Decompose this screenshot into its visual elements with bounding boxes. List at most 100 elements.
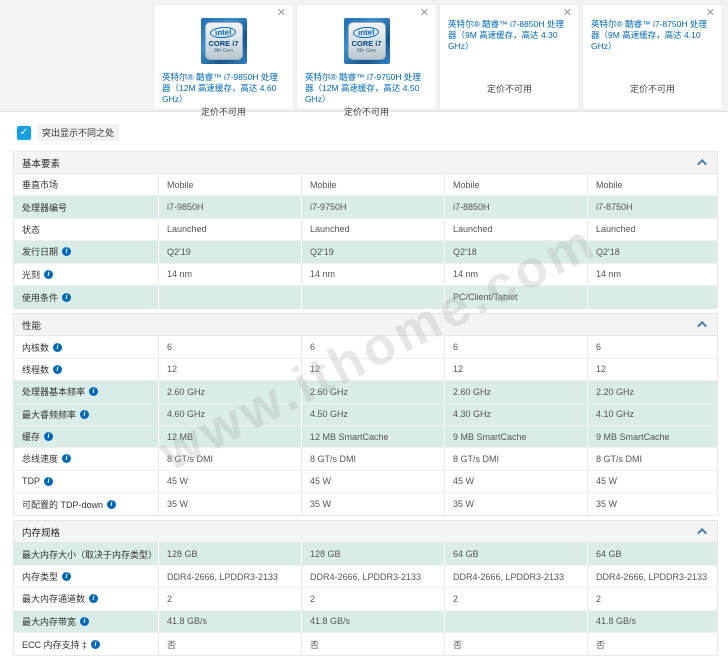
info-icon[interactable]: i (89, 387, 99, 397)
spec-label-cell: 垂直市场 (14, 174, 158, 195)
spec-row: 垂直市场 Mobile Mobile Mobile Mobile (14, 174, 717, 197)
intel-logo: intel (352, 26, 380, 39)
info-icon[interactable]: i (62, 292, 72, 302)
spec-value-cell: 9 MB SmartCache (587, 425, 719, 448)
price-status-text: 定价不可用 (486, 84, 532, 94)
spec-value-cell: 否 (301, 633, 444, 656)
spec-value-cell: i7-8850H (444, 196, 587, 218)
spec-value-cell: Launched (301, 218, 444, 241)
spec-label: TDP (22, 476, 40, 487)
spec-value-cell: 35 W (301, 493, 444, 516)
spec-value-cell: 2.60 GHz (444, 381, 587, 403)
spec-value-cell: 8 GT/s DMI (444, 448, 587, 470)
spec-value-cell: 45 W (158, 470, 301, 493)
spec-row: 可配置的 TDP-down i 35 W 35 W 35 W 35 W (14, 493, 719, 516)
info-icon[interactable]: i (62, 572, 72, 582)
spec-row: 发行日期 i Q2'19 Q2'19 Q2'18 Q2'18 (14, 241, 719, 264)
spec-value-cell: 12 (587, 358, 719, 381)
spec-label: 处理器编号 (22, 202, 68, 213)
chevron-up-icon[interactable] (697, 158, 708, 169)
spec-value-cell: 2.20 GHz (587, 381, 719, 403)
info-icon[interactable]: i (44, 269, 54, 279)
spec-value-cell: 35 W (158, 493, 301, 516)
intel-core-i7-badge: intel CORE i7 9th Gen (343, 18, 390, 64)
spec-value-cell: DDR4-2666, LPDDR3-2133 (587, 565, 719, 588)
spec-row: ECC 内存支持 ‡ i 否否否否 (14, 633, 717, 656)
section-header[interactable]: 内存规格 (14, 521, 717, 544)
close-icon[interactable]: ✕ (705, 7, 715, 19)
processor-name-link[interactable]: 英特尔® 酷睿™ i7-9850H 处理器（12M 高速缓存，高达 4.60 G… (162, 72, 278, 104)
spec-value-cell: 4.60 GHz (158, 403, 301, 425)
spec-value-cell: 14 nm (444, 263, 587, 285)
info-icon[interactable]: i (53, 342, 63, 352)
info-icon[interactable]: i (80, 409, 90, 419)
spec-table: 基本要素 垂直市场 Mobile Mobile Mobile Mobile 处理器编号… (13, 151, 719, 657)
info-icon[interactable]: i (89, 594, 99, 604)
spec-value-cell: 45 W (587, 470, 719, 493)
close-icon[interactable]: ✕ (419, 7, 429, 19)
info-icon[interactable]: i (62, 247, 72, 257)
spec-label-cell: 最大内存通道数 i (14, 588, 158, 609)
spec-value-cell: Mobile (444, 174, 587, 196)
processor-name-link[interactable]: 英特尔® 酷睿™ i7-9750H 处理器（12M 高速缓存，高达 4.50 G… (305, 72, 421, 104)
info-icon[interactable]: i (62, 454, 72, 464)
spec-value-cell: 64 GB (587, 543, 719, 565)
spec-label-cell: 发行日期 i (14, 241, 158, 262)
spec-value-cell: PC/Client/Tablet (444, 285, 587, 309)
spec-value-cell: 64 GB (444, 543, 587, 565)
spec-value-cell: 35 W (587, 493, 719, 516)
spec-label: 垂直市场 (22, 180, 59, 191)
chevron-up-icon[interactable] (697, 528, 708, 539)
info-icon[interactable]: i (44, 432, 54, 442)
spec-label: 线程数 (22, 364, 50, 375)
chevron-up-icon[interactable] (697, 321, 708, 332)
spec-value-cell: i7-8750H (587, 196, 719, 218)
section-header[interactable]: 基本要素 (14, 152, 717, 174)
spec-value-cell: 9 MB SmartCache (444, 425, 587, 448)
close-icon[interactable]: ✕ (276, 7, 286, 19)
spec-value-cell: 2.60 GHz (301, 381, 444, 403)
close-icon[interactable]: ✕ (562, 7, 572, 19)
processor-name-link[interactable]: 英特尔® 酷睿™ i7-8750H 处理器（9M 高速缓存，高达 4.10 GH… (591, 19, 707, 51)
info-icon[interactable]: i (53, 364, 63, 374)
checkbox-checked-icon[interactable]: ✓ (17, 125, 31, 140)
spec-value-cell: 6 (587, 336, 719, 358)
spec-row: 线程数 i 12 12 12 12 (14, 358, 719, 382)
price-status-text: 定价不可用 (629, 84, 675, 94)
section-title: 内存规格 (22, 527, 61, 539)
spec-value-cell: 6 (158, 336, 301, 358)
spec-value-cell: 2 (444, 588, 587, 610)
spec-value-cell: 45 W (444, 470, 587, 493)
info-icon[interactable]: i (44, 476, 53, 486)
spec-label: 内核数 (22, 342, 50, 353)
info-icon[interactable]: i (107, 499, 117, 509)
section-header[interactable]: 性能 (14, 314, 717, 337)
spec-label-cell: 最大睿频频率 i (14, 404, 158, 425)
spec-value-cell: 6 (444, 336, 587, 358)
spec-value-cell: 14 nm (587, 263, 719, 285)
spec-label: 可配置的 TDP-down (22, 499, 104, 510)
section-title: 基本要素 (22, 158, 61, 170)
info-icon[interactable]: i (80, 616, 90, 626)
highlight-differences-label: 突出显示不同之处 (37, 124, 120, 141)
highlight-differences-toggle[interactable]: ✓ 突出显示不同之处 (17, 124, 728, 141)
processor-name-link[interactable]: 英特尔® 酷睿™ i7-8850H 处理器（9M 高速缓存，高达 4.30 GH… (448, 19, 564, 51)
spec-row: 最大内存带宽 i 41.8 GB/s 41.8 GB/s 41.8 GB/s (14, 610, 717, 634)
spec-value-cell: Q2'18 (587, 241, 719, 263)
spec-value-cell: Q2'18 (444, 241, 587, 263)
processor-card: ✕ intel CORE i7 9th Gen 英特尔® 酷睿™ i7-9750… (296, 4, 437, 117)
spec-value-cell: i7-9750H (301, 196, 444, 218)
spec-value-cell: 8 GT/s DMI (158, 448, 301, 470)
spec-label-cell: 缓存 i (14, 426, 158, 447)
spec-label: 光刻 (22, 269, 41, 280)
spec-row: 状态 Launched Launched Launched Launched (14, 218, 717, 242)
spec-row: 处理器基本频率 i 2.60 GHz 2.60 GHz 2.60 GHz 2.20 G… (14, 381, 719, 404)
spec-row: 使用条件 i PC/Client/Tablet (14, 285, 717, 309)
spec-label: 状态 (22, 224, 41, 235)
info-icon[interactable]: i (91, 639, 101, 649)
badge-inner: intel CORE i7 9th Gen (204, 22, 243, 60)
spec-row: 缓存 i 12 MB 12 MB SmartCache 9 MB SmartCach… (14, 425, 719, 449)
spec-value-cell (444, 610, 587, 633)
